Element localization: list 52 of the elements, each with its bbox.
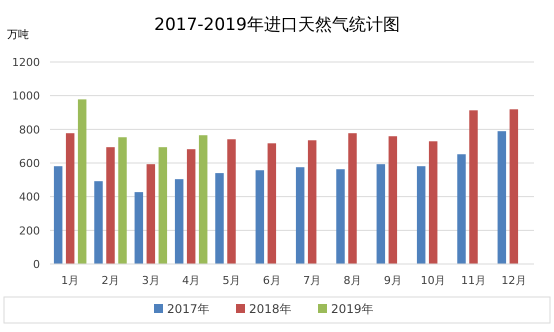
bar: [376, 164, 386, 264]
bar: [388, 136, 398, 264]
bar: [174, 179, 184, 264]
y-axis-title: 万吨: [7, 28, 29, 41]
bar: [198, 135, 208, 264]
bar: [227, 139, 236, 264]
bar: [78, 99, 86, 264]
x-tick-label: 10月: [420, 274, 446, 287]
bar: [134, 192, 144, 264]
y-tick-label: 600: [19, 157, 40, 170]
x-tick-label: 12月: [501, 274, 526, 287]
bar: [215, 173, 224, 264]
bar: [146, 164, 156, 264]
bar: [457, 154, 466, 264]
legend-label: 2018年: [249, 302, 292, 316]
bar: [106, 147, 115, 264]
y-tick-label: 400: [19, 190, 40, 204]
x-tick-label: 1月: [61, 274, 80, 287]
bar: [348, 133, 357, 264]
x-tick-label: 6月: [262, 274, 281, 287]
legend-label: 2019年: [331, 302, 374, 316]
x-tick-label: 11月: [461, 274, 486, 287]
bar: [118, 137, 127, 264]
bar: [498, 131, 506, 264]
x-tick-label: 7月: [303, 274, 322, 287]
legend-label: 2017年: [167, 302, 210, 316]
bar: [296, 167, 304, 264]
y-tick-label: 0: [33, 258, 40, 271]
x-tick-label: 5月: [222, 274, 240, 287]
x-tick-label: 4月: [182, 274, 200, 287]
bar: [256, 170, 264, 264]
y-tick-label: 1200: [12, 56, 40, 69]
bar: [158, 147, 168, 264]
bar: [54, 166, 62, 264]
bar: [469, 110, 478, 264]
bar: [428, 141, 438, 264]
bar: [510, 109, 518, 264]
chart-title: 2017-2019年进口天然气统计图: [154, 15, 400, 35]
bar: [308, 140, 316, 264]
bar: [94, 181, 103, 264]
x-tick-label: 9月: [384, 274, 402, 287]
y-tick-label: 800: [19, 123, 40, 136]
x-tick-label: 3月: [142, 274, 160, 287]
y-tick-label: 200: [19, 224, 40, 238]
y-tick-label: 1000: [12, 90, 40, 103]
bar: [416, 166, 426, 264]
x-tick-label: 2月: [102, 274, 120, 287]
bar: [186, 149, 196, 264]
x-tick-label: 8月: [344, 274, 362, 287]
bar: [66, 133, 74, 264]
bar: [336, 169, 345, 264]
bar: [268, 143, 276, 264]
